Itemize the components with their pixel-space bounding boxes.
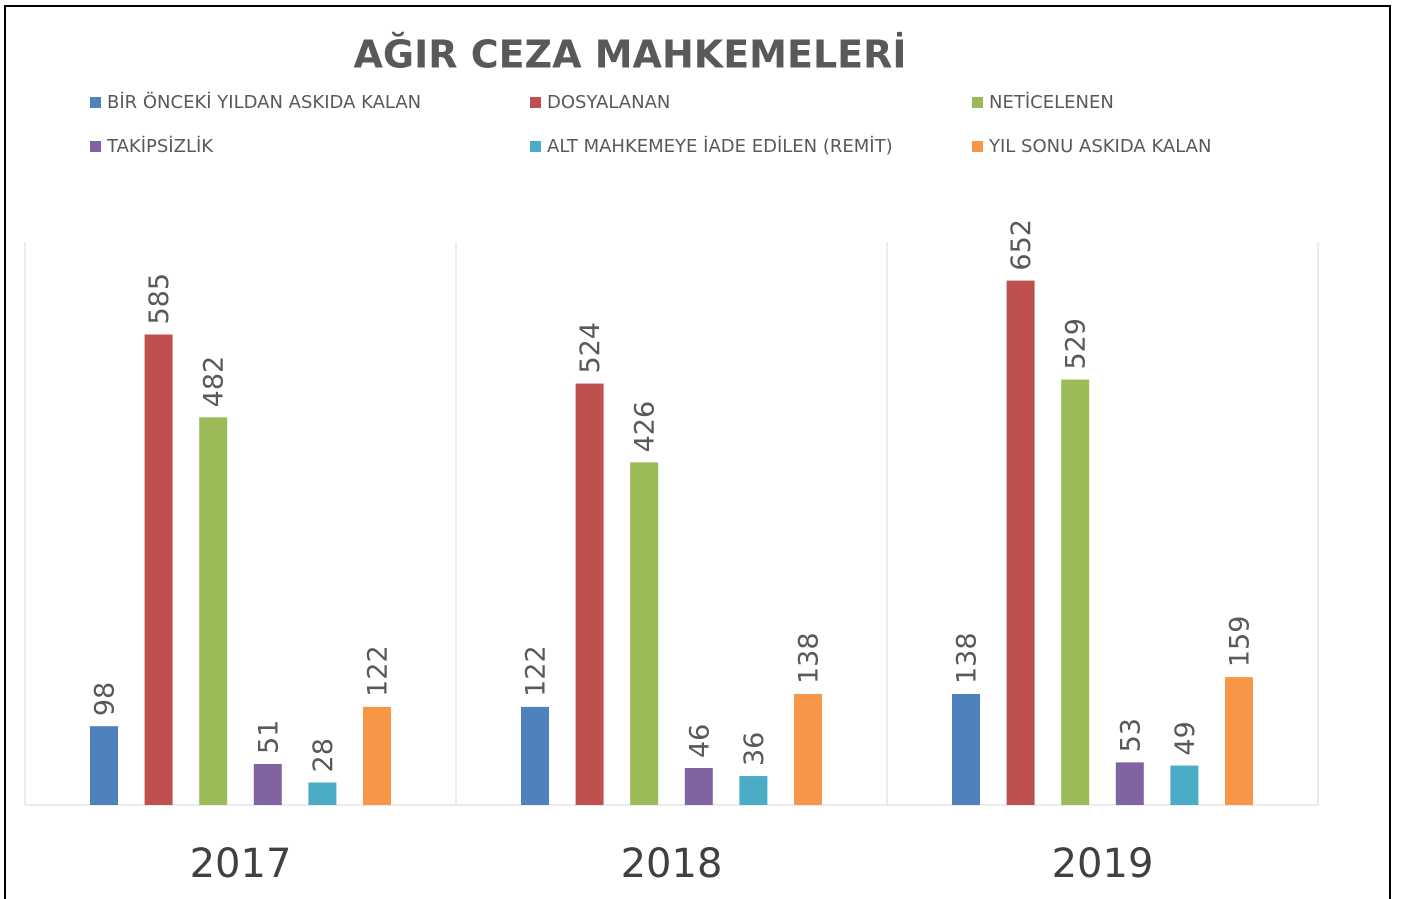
legend-swatch bbox=[90, 141, 101, 152]
legend-label: DOSYALANAN bbox=[547, 92, 670, 113]
legend-swatch bbox=[530, 141, 541, 152]
data-label: 53 bbox=[1115, 718, 1146, 752]
chart-title: AĞIR CEZA MAHKEMELERİ bbox=[353, 33, 906, 77]
bar bbox=[1170, 765, 1199, 805]
bar bbox=[952, 694, 980, 805]
bar bbox=[1225, 677, 1253, 805]
data-label: 426 bbox=[630, 401, 661, 453]
bar bbox=[521, 706, 549, 805]
data-label: 36 bbox=[739, 732, 770, 766]
data-label: 652 bbox=[1006, 219, 1037, 271]
bar bbox=[1006, 280, 1035, 805]
x-tick-label: 2019 bbox=[1052, 841, 1154, 887]
bar bbox=[684, 768, 713, 805]
bar bbox=[199, 417, 228, 805]
data-label: 46 bbox=[684, 724, 715, 758]
data-label: 585 bbox=[144, 273, 175, 325]
bar bbox=[575, 383, 604, 805]
bar bbox=[363, 706, 391, 805]
data-label: 138 bbox=[794, 632, 825, 684]
data-label: 122 bbox=[363, 645, 394, 697]
bar bbox=[630, 462, 659, 805]
x-tick-label: 2017 bbox=[190, 841, 292, 887]
data-label: 51 bbox=[253, 720, 284, 754]
bar bbox=[1061, 379, 1090, 805]
bar bbox=[794, 694, 822, 805]
legend-label: ALT MAHKEMEYE İADE EDİLEN (REMİT) bbox=[547, 136, 893, 157]
bar bbox=[308, 782, 337, 805]
bar bbox=[739, 776, 768, 805]
legend-label: BİR ÖNCEKİ YILDAN ASKIDA KALAN bbox=[107, 91, 421, 113]
data-label: 159 bbox=[1225, 616, 1256, 668]
legend-swatch bbox=[972, 97, 983, 108]
chart-frame bbox=[4, 5, 1391, 899]
bar bbox=[144, 334, 173, 805]
data-label: 524 bbox=[575, 322, 606, 374]
data-label: 28 bbox=[308, 738, 339, 772]
bar bbox=[253, 763, 282, 805]
legend-label: NETİCELENEN bbox=[989, 92, 1114, 113]
legend-label: TAKİPSİZLİK bbox=[106, 136, 214, 157]
x-tick-label: 2018 bbox=[621, 841, 723, 887]
legend-swatch bbox=[972, 141, 983, 152]
bar bbox=[90, 726, 118, 805]
legend-label: YIL SONU ASKIDA KALAN bbox=[988, 136, 1211, 157]
legend-swatch bbox=[90, 97, 101, 108]
data-label: 529 bbox=[1061, 318, 1092, 370]
legend-swatch bbox=[530, 97, 541, 108]
data-label: 482 bbox=[199, 356, 230, 408]
data-label: 122 bbox=[521, 645, 552, 697]
data-label: 138 bbox=[952, 632, 983, 684]
data-label: 98 bbox=[90, 682, 121, 716]
bar bbox=[1115, 762, 1144, 805]
data-label: 49 bbox=[1170, 721, 1201, 755]
